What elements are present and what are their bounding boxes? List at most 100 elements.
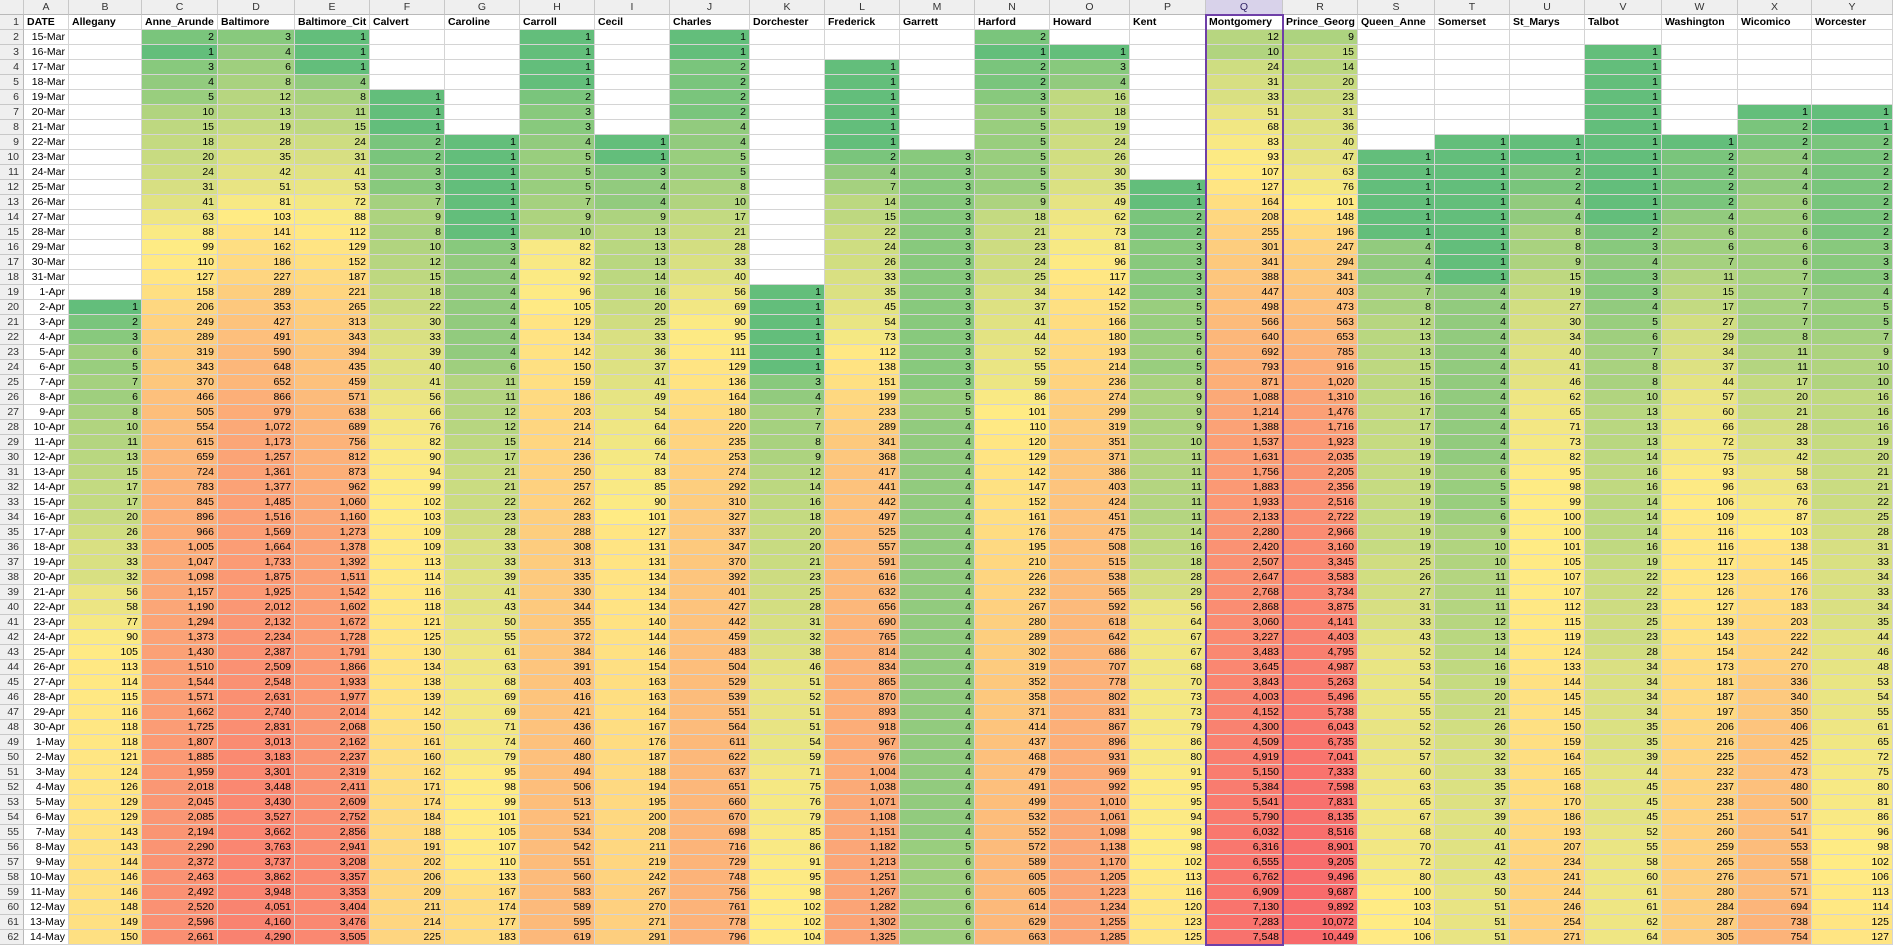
data-cell[interactable] (1435, 60, 1510, 75)
data-cell[interactable]: 11 (1130, 450, 1206, 465)
data-cell[interactable]: 7,283 (1206, 915, 1283, 930)
data-cell[interactable]: 341 (1206, 255, 1283, 270)
data-cell[interactable]: 105 (69, 645, 142, 660)
data-cell[interactable]: 7,831 (1283, 795, 1358, 810)
data-cell[interactable]: 9 (750, 450, 825, 465)
data-cell[interactable]: 1 (370, 90, 445, 105)
data-cell[interactable]: 33 (69, 540, 142, 555)
data-cell[interactable] (1130, 120, 1206, 135)
data-cell[interactable]: 161 (975, 510, 1050, 525)
data-cell[interactable]: 5 (900, 840, 975, 855)
data-cell[interactable]: 66 (370, 405, 445, 420)
data-cell[interactable]: 10 (1435, 540, 1510, 555)
data-cell[interactable]: 4 (1435, 390, 1510, 405)
data-cell[interactable]: 9 (1130, 420, 1206, 435)
data-cell[interactable]: 5 (1130, 315, 1206, 330)
column-header-W[interactable]: W (1662, 0, 1738, 15)
data-cell[interactable]: 7 (370, 195, 445, 210)
data-cell[interactable]: 1,923 (1283, 435, 1358, 450)
data-cell[interactable]: 2,356 (1283, 480, 1358, 495)
data-cell[interactable]: 80 (1812, 780, 1893, 795)
data-cell[interactable]: 15 (1510, 270, 1585, 285)
data-cell[interactable]: 13 (595, 255, 670, 270)
data-cell[interactable] (1510, 75, 1585, 90)
data-cell[interactable]: 34 (1585, 690, 1662, 705)
data-cell[interactable]: 67 (1358, 810, 1435, 825)
data-cell[interactable] (825, 30, 900, 45)
data-cell[interactable]: 73 (825, 330, 900, 345)
data-cell[interactable]: 88 (295, 210, 370, 225)
data-cell[interactable] (1358, 60, 1435, 75)
data-cell[interactable]: 114 (69, 675, 142, 690)
data-cell[interactable]: 589 (975, 855, 1050, 870)
data-cell[interactable]: 1 (825, 135, 900, 150)
data-cell[interactable]: 4 (1435, 345, 1510, 360)
data-cell[interactable]: 56 (670, 285, 750, 300)
data-cell[interactable]: 82 (370, 435, 445, 450)
data-cell[interactable]: 2,319 (295, 765, 370, 780)
data-cell[interactable]: 452 (1738, 750, 1812, 765)
column-header-O[interactable]: O (1050, 0, 1130, 15)
data-cell[interactable]: 6 (900, 915, 975, 930)
data-cell[interactable]: 4 (445, 285, 520, 300)
data-cell[interactable]: 4,795 (1283, 645, 1358, 660)
data-cell[interactable]: 3,208 (295, 855, 370, 870)
data-cell[interactable]: 1 (1585, 165, 1662, 180)
header-cell-H[interactable]: Carroll (520, 15, 595, 30)
data-cell[interactable]: 59 (750, 750, 825, 765)
data-cell[interactable] (445, 30, 520, 45)
data-cell[interactable]: 2,509 (218, 660, 295, 675)
data-cell[interactable]: 129 (69, 810, 142, 825)
data-cell[interactable]: 25 (1812, 510, 1893, 525)
row-number[interactable]: 42 (0, 630, 24, 645)
data-cell[interactable]: 51 (750, 705, 825, 720)
data-cell[interactable]: 83 (595, 465, 670, 480)
row-number[interactable]: 44 (0, 660, 24, 675)
header-cell-V[interactable]: Talbot (1585, 15, 1662, 30)
data-cell[interactable] (1435, 45, 1510, 60)
data-cell[interactable]: 52 (1358, 735, 1435, 750)
row-number[interactable]: 59 (0, 885, 24, 900)
data-cell[interactable]: 425 (1738, 735, 1812, 750)
data-cell[interactable]: 14 (1130, 525, 1206, 540)
data-cell[interactable]: 1,282 (825, 900, 900, 915)
data-cell[interactable]: 260 (1662, 825, 1738, 840)
data-cell[interactable]: 2,752 (295, 810, 370, 825)
data-cell[interactable]: 41 (1510, 360, 1585, 375)
data-cell[interactable]: 11 (1130, 465, 1206, 480)
data-cell[interactable]: 53 (1812, 675, 1893, 690)
data-cell[interactable]: 783 (142, 480, 218, 495)
row-number[interactable]: 5 (0, 75, 24, 90)
data-cell[interactable]: 107 (445, 840, 520, 855)
data-cell[interactable]: 94 (1130, 810, 1206, 825)
data-cell[interactable]: 139 (1662, 615, 1738, 630)
data-cell[interactable]: 76 (370, 420, 445, 435)
data-cell[interactable]: 2,387 (218, 645, 295, 660)
data-cell[interactable]: 61 (1812, 720, 1893, 735)
data-cell[interactable]: 5 (520, 150, 595, 165)
row-number[interactable]: 18 (0, 270, 24, 285)
data-cell[interactable]: 68 (1358, 825, 1435, 840)
header-cell-A[interactable]: DATE (24, 15, 69, 30)
data-cell[interactable]: 1 (1435, 225, 1510, 240)
data-cell[interactable]: 71 (750, 765, 825, 780)
data-cell[interactable]: 34 (1585, 705, 1662, 720)
data-cell[interactable]: 127 (1206, 180, 1283, 195)
data-cell[interactable]: 1,392 (295, 555, 370, 570)
data-cell[interactable]: 10 (1130, 435, 1206, 450)
data-cell[interactable]: 1,476 (1283, 405, 1358, 420)
row-number[interactable]: 35 (0, 525, 24, 540)
data-cell[interactable]: 242 (595, 870, 670, 885)
data-cell[interactable]: 40 (1510, 345, 1585, 360)
data-cell[interactable]: 152 (295, 255, 370, 270)
data-cell[interactable]: 2,068 (295, 720, 370, 735)
data-cell[interactable]: 98 (1130, 825, 1206, 840)
data-cell[interactable]: 103 (370, 510, 445, 525)
data-cell[interactable]: 15 (142, 120, 218, 135)
data-cell[interactable]: 21 (670, 225, 750, 240)
data-cell[interactable]: 4 (670, 135, 750, 150)
data-cell[interactable]: 16 (1130, 540, 1206, 555)
data-cell[interactable]: 95 (750, 870, 825, 885)
data-cell[interactable]: 52 (1358, 645, 1435, 660)
data-cell[interactable] (1510, 60, 1585, 75)
